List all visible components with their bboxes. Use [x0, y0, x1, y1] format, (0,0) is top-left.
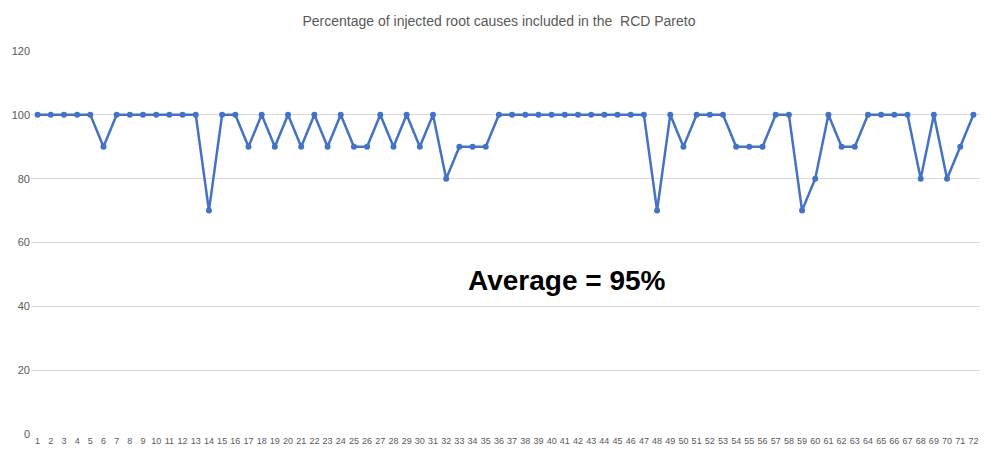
- svg-text:29: 29: [402, 436, 412, 446]
- svg-text:37: 37: [507, 436, 517, 446]
- svg-text:66: 66: [889, 436, 899, 446]
- svg-text:12: 12: [178, 436, 188, 446]
- svg-text:3: 3: [61, 436, 66, 446]
- svg-text:34: 34: [468, 436, 478, 446]
- svg-text:28: 28: [388, 436, 398, 446]
- svg-text:46: 46: [626, 436, 636, 446]
- svg-text:5: 5: [88, 436, 93, 446]
- svg-text:60: 60: [810, 436, 820, 446]
- svg-text:1: 1: [35, 436, 40, 446]
- svg-text:42: 42: [573, 436, 583, 446]
- svg-text:30: 30: [415, 436, 425, 446]
- svg-text:32: 32: [441, 436, 451, 446]
- svg-text:27: 27: [375, 436, 385, 446]
- svg-text:55: 55: [744, 436, 754, 446]
- svg-text:39: 39: [533, 436, 543, 446]
- svg-text:36: 36: [494, 436, 504, 446]
- svg-text:20: 20: [18, 364, 30, 376]
- svg-text:0: 0: [24, 428, 30, 440]
- svg-text:100: 100: [12, 109, 30, 121]
- svg-text:33: 33: [454, 436, 464, 446]
- svg-text:10: 10: [151, 436, 161, 446]
- svg-text:64: 64: [863, 436, 873, 446]
- svg-text:21: 21: [296, 436, 306, 446]
- svg-text:52: 52: [705, 436, 715, 446]
- svg-text:24: 24: [336, 436, 346, 446]
- svg-text:68: 68: [916, 436, 926, 446]
- svg-text:8: 8: [127, 436, 132, 446]
- svg-text:53: 53: [718, 436, 728, 446]
- svg-text:69: 69: [929, 436, 939, 446]
- svg-text:54: 54: [731, 436, 741, 446]
- svg-text:51: 51: [692, 436, 702, 446]
- svg-text:80: 80: [18, 173, 30, 185]
- svg-text:15: 15: [217, 436, 227, 446]
- svg-text:Percentage of injected root ca: Percentage of injected root causes inclu…: [302, 13, 695, 29]
- svg-text:49: 49: [665, 436, 675, 446]
- svg-text:63: 63: [850, 436, 860, 446]
- svg-text:25: 25: [349, 436, 359, 446]
- svg-text:58: 58: [784, 436, 794, 446]
- svg-text:6: 6: [101, 436, 106, 446]
- svg-text:62: 62: [837, 436, 847, 446]
- svg-text:48: 48: [652, 436, 662, 446]
- svg-text:40: 40: [18, 300, 30, 312]
- svg-text:14: 14: [204, 436, 214, 446]
- svg-text:20: 20: [283, 436, 293, 446]
- svg-text:47: 47: [639, 436, 649, 446]
- svg-text:59: 59: [797, 436, 807, 446]
- svg-text:71: 71: [955, 436, 965, 446]
- svg-text:41: 41: [560, 436, 570, 446]
- svg-text:9: 9: [141, 436, 146, 446]
- svg-text:120: 120: [12, 45, 30, 57]
- svg-text:56: 56: [758, 436, 768, 446]
- svg-text:65: 65: [876, 436, 886, 446]
- svg-text:40: 40: [547, 436, 557, 446]
- svg-text:Average = 95%: Average = 95%: [468, 265, 666, 296]
- svg-text:61: 61: [823, 436, 833, 446]
- svg-text:57: 57: [771, 436, 781, 446]
- svg-text:43: 43: [586, 436, 596, 446]
- svg-text:7: 7: [114, 436, 119, 446]
- svg-text:44: 44: [599, 436, 609, 446]
- svg-text:26: 26: [362, 436, 372, 446]
- svg-text:2: 2: [48, 436, 53, 446]
- svg-text:13: 13: [191, 436, 201, 446]
- svg-text:60: 60: [18, 236, 30, 248]
- svg-text:16: 16: [230, 436, 240, 446]
- svg-text:50: 50: [678, 436, 688, 446]
- svg-text:67: 67: [903, 436, 913, 446]
- svg-text:4: 4: [75, 436, 80, 446]
- svg-text:38: 38: [520, 436, 530, 446]
- svg-text:17: 17: [243, 436, 253, 446]
- svg-text:72: 72: [968, 436, 978, 446]
- svg-text:18: 18: [257, 436, 267, 446]
- svg-text:31: 31: [428, 436, 438, 446]
- svg-text:70: 70: [942, 436, 952, 446]
- svg-text:11: 11: [165, 436, 174, 446]
- svg-text:19: 19: [270, 436, 280, 446]
- svg-text:35: 35: [481, 436, 491, 446]
- svg-text:23: 23: [323, 436, 333, 446]
- svg-text:22: 22: [309, 436, 319, 446]
- svg-text:45: 45: [613, 436, 623, 446]
